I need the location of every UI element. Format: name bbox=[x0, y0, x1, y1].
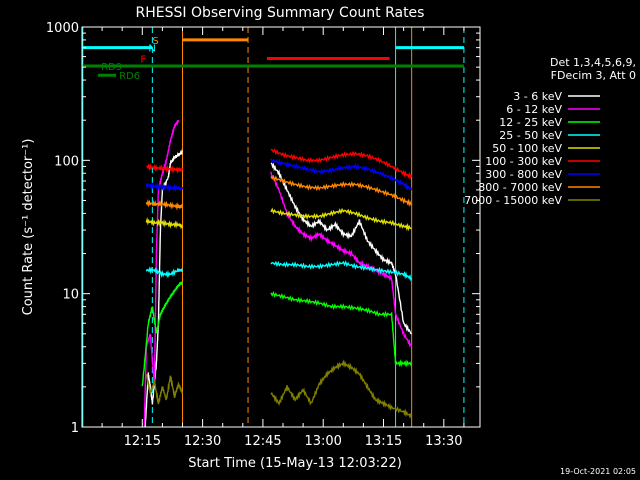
flag-marker-label: N bbox=[148, 44, 155, 55]
legend-entry-label: 3 - 6 keV bbox=[513, 90, 562, 103]
legend-entry-label: 6 - 12 keV bbox=[506, 103, 562, 116]
series-line bbox=[143, 119, 180, 426]
y-tick-label: 1000 bbox=[46, 21, 79, 36]
plot-frame bbox=[81, 26, 481, 428]
series-line bbox=[145, 373, 183, 405]
y-tick-label: 100 bbox=[54, 154, 79, 169]
legend-header-attenuator: FDecim 3, Att 0 bbox=[551, 69, 636, 82]
series-line bbox=[270, 290, 413, 368]
legend: Det 1,3,4,5,6,9, FDecim 3, Att 0 3 - 6 k… bbox=[464, 56, 636, 207]
flag-bar-label: RD9 bbox=[101, 62, 122, 73]
legend-entry-label: 12 - 25 keV bbox=[499, 116, 562, 129]
series-line bbox=[270, 148, 413, 181]
series-line bbox=[146, 162, 184, 174]
x-tick-label: 12:15 bbox=[124, 434, 161, 449]
series-line bbox=[270, 359, 413, 419]
x-tick-label: 13:15 bbox=[365, 434, 402, 449]
series-line bbox=[270, 158, 413, 191]
series-line bbox=[145, 199, 183, 211]
y-axis-label: Count Rate (s⁻¹ detector⁻¹) bbox=[21, 139, 36, 316]
series-line bbox=[145, 181, 184, 193]
legend-entry-label: 300 - 800 keV bbox=[485, 168, 562, 181]
series-line bbox=[270, 162, 412, 335]
x-axis-label: Start Time (15-May-13 12:03:22) bbox=[188, 456, 402, 471]
series-line bbox=[145, 216, 184, 230]
series-line bbox=[270, 207, 412, 232]
series-line bbox=[145, 266, 184, 279]
y-tick-label: 10 bbox=[62, 288, 79, 303]
x-tick-label: 13:00 bbox=[304, 434, 341, 449]
x-axis-ticks: 12:15 12:30 12:45 13:00 13:15 13:30 bbox=[101, 27, 465, 449]
flag-marker-label: S bbox=[152, 36, 158, 47]
legend-entry-label: 50 - 100 keV bbox=[492, 142, 562, 155]
flag-marker-label: F bbox=[140, 55, 146, 66]
footer-timestamp: 19-Oct-2021 02:05 bbox=[560, 467, 636, 476]
series-line bbox=[141, 281, 184, 387]
legend-entry-label: 800 - 7000 keV bbox=[478, 181, 562, 194]
legend-entry-label: 100 - 300 keV bbox=[485, 155, 562, 168]
series-line bbox=[270, 174, 413, 208]
y-axis-ticks: 1 10 100 1000 bbox=[46, 21, 480, 436]
flag-bar-label: RD6 bbox=[119, 71, 140, 82]
legend-header-detectors: Det 1,3,4,5,6,9, bbox=[550, 56, 636, 69]
x-tick-label: 12:45 bbox=[244, 434, 281, 449]
series-line bbox=[144, 148, 184, 428]
legend-entry-label: 25 - 50 keV bbox=[499, 129, 562, 142]
chart-title: RHESSI Observing Summary Count Rates bbox=[136, 5, 425, 21]
x-tick-label: 13:30 bbox=[425, 434, 462, 449]
series-line bbox=[270, 171, 413, 348]
y-tick-label: 1 bbox=[71, 421, 79, 436]
series-line bbox=[270, 260, 413, 282]
legend-entry-label: 7000 - 15000 keV bbox=[464, 194, 562, 207]
x-tick-label: 12:30 bbox=[184, 434, 221, 449]
